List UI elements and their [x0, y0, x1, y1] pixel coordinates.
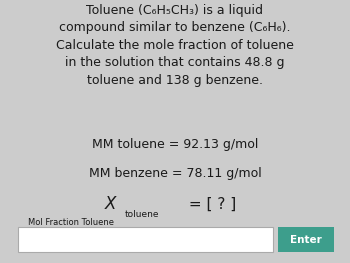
Text: Enter: Enter [290, 235, 322, 245]
FancyBboxPatch shape [278, 227, 334, 252]
Text: toluene: toluene [124, 210, 159, 219]
Text: MM toluene = 92.13 g/mol: MM toluene = 92.13 g/mol [92, 138, 258, 151]
Text: Mol Fraction Toluene: Mol Fraction Toluene [28, 219, 114, 227]
FancyBboxPatch shape [18, 227, 273, 252]
Text: = [ ? ]: = [ ? ] [184, 196, 236, 211]
Text: MM benzene = 78.11 g/mol: MM benzene = 78.11 g/mol [89, 167, 261, 180]
Text: Toluene (C₆H₅CH₃) is a liquid
compound similar to benzene (C₆H₆).
Calculate the : Toluene (C₆H₅CH₃) is a liquid compound s… [56, 4, 294, 87]
Text: X: X [105, 195, 116, 213]
